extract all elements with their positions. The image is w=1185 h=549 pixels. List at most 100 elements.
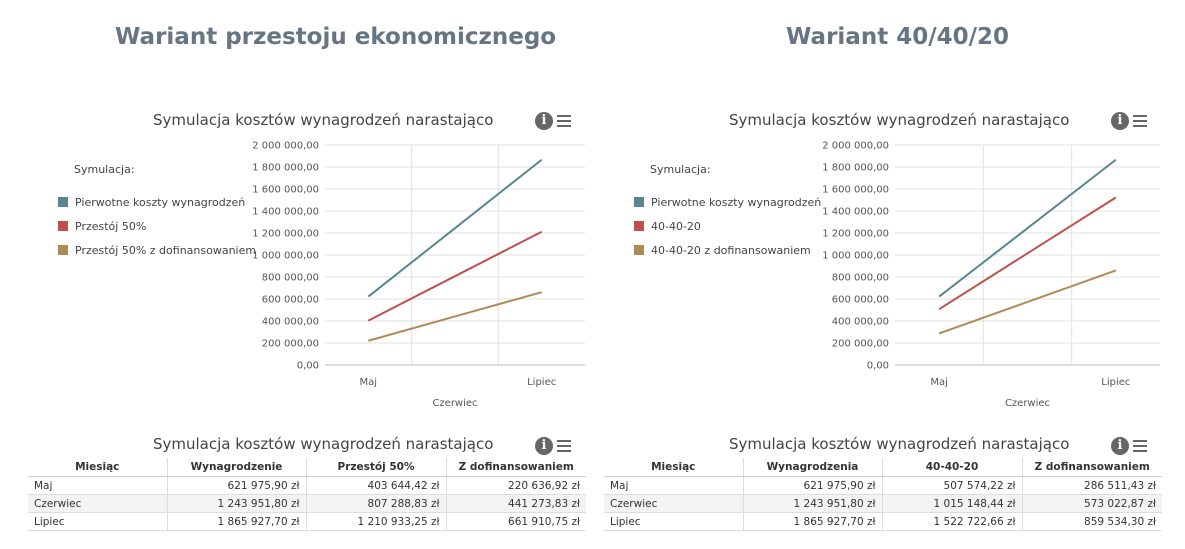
table-title-left: Symulacja kosztów wynagrodzeń narastając… [153,435,494,453]
chart-tools-right: i [1111,111,1155,133]
line-chart-left: 0,00 200 000,00 400 000,00 600 000,00 800 00… [252,141,585,409]
column-header: 40-40-20 [882,458,1023,477]
menu-icon[interactable] [1133,440,1147,453]
table-cell: 1 865 927,70 zł [743,512,883,531]
y-tick-label: 1 600 000,00 [822,185,889,196]
table-cell: 621 975,90 zł [167,476,307,495]
line-chart-right: 0,00 200 000,00 400 000,00 600 000,00 800 00… [822,141,1160,409]
y-tick-label: 0,00 [297,361,319,372]
y-tick-label: 1 600 000,00 [252,185,319,196]
legend-label: Przestój 50% z dofinansowaniem [75,243,257,257]
legend-item[interactable]: 40-40-20 [634,214,821,238]
variant-title-right: Wariant 40/40/20 [786,24,1010,50]
series-line-przestoj-50[interactable] [367,230,543,322]
data-table-right: Miesiąc Wynagrodzenia 40-40-20 Z dofinansow… [604,458,1162,531]
legend-item[interactable]: Pierwotne koszty wynagrodzeń [58,190,256,214]
column-header: Wynagrodzenia [743,458,883,477]
info-icon[interactable]: i [535,437,553,455]
y-tick-label: 1 200 000,00 [822,229,889,240]
chart-title-left: Symulacja kosztów wynagrodzeń narastając… [153,111,494,129]
series-line-40-40-20-z-dofinansowaniem[interactable] [938,269,1117,335]
table-tools-right: i [1111,436,1155,458]
legend-label: Pierwotne koszty wynagrodzeń [651,195,822,209]
legend-label: Pierwotne koszty wynagrodzeń [75,195,246,209]
column-header: Wynagrodzenie [167,458,307,477]
y-tick-label: 0,00 [867,361,889,372]
x-tick-label: Lipiec [1101,377,1130,388]
chart-legend-left: Symulacja: Pierwotne koszty wynagrodzeń P… [58,163,256,262]
menu-icon[interactable] [557,440,571,453]
legend-swatch [58,197,68,207]
legend-title: Symulacja: [650,163,711,176]
table-row: Lipiec 1 865 927,70 zł 1 210 933,25 zł 661 … [28,512,586,531]
info-icon[interactable]: i [535,112,553,130]
table-cell: Maj [28,476,168,495]
legend-item[interactable]: Przestój 50% [58,214,256,238]
legend-title: Symulacja: [74,163,135,176]
table-cell: 441 273,83 zł [446,494,586,513]
table-cell: 507 574,22 zł [882,476,1023,495]
x-tick-label: Czerwiec [432,398,477,409]
y-tick-label: 1 000 000,00 [822,251,889,262]
column-header: Miesiąc [604,458,744,477]
legend-swatch [58,245,68,255]
info-icon[interactable]: i [1111,112,1129,130]
y-tick-label: 2 000 000,00 [822,141,889,152]
legend-label: 40-40-20 [651,219,701,233]
y-tick-label: 1 000 000,00 [252,251,319,262]
table-cell: 403 644,42 zł [306,476,447,495]
legend-swatch [634,221,644,231]
y-tick-label: 1 400 000,00 [252,207,319,218]
table-cell: 220 636,92 zł [446,476,586,495]
column-header: Z dofinansowaniem [446,458,586,477]
legend-label: Przestój 50% [75,219,147,233]
table-cell: 859 534,30 zł [1022,512,1162,531]
y-tick-label: 1 400 000,00 [822,207,889,218]
table-row: Lipiec 1 865 927,70 zł 1 522 722,66 zł 859 … [604,512,1162,531]
table-row: Czerwiec 1 243 951,80 zł 1 015 148,44 zł 57… [604,494,1162,513]
menu-icon[interactable] [1133,115,1147,128]
table-cell: Lipiec [28,512,168,531]
legend-item[interactable]: 40-40-20 z dofinansowaniem [634,238,821,262]
table-cell: 286 511,43 zł [1022,476,1162,495]
table-header-row: Miesiąc Wynagrodzenie Przestój 50% Z dofina… [28,458,586,477]
x-tick-label: Maj [360,377,378,388]
table-cell: Czerwiec [28,494,168,513]
column-header: Przestój 50% [306,458,447,477]
legend-item[interactable]: Pierwotne koszty wynagrodzeń [634,190,821,214]
y-tick-label: 800 000,00 [832,273,889,284]
info-icon[interactable]: i [1111,437,1129,455]
table-row: Maj 621 975,90 zł 507 574,22 zł 286 511,43 … [604,476,1162,495]
y-tick-label: 400 000,00 [262,317,319,328]
table-cell: 1 243 951,80 zł [743,494,883,513]
y-tick-label: 600 000,00 [262,295,319,306]
y-tick-label: 1 200 000,00 [252,229,319,240]
y-tick-label: 200 000,00 [832,339,889,350]
table-cell: 1 522 722,66 zł [882,512,1023,531]
y-tick-label: 800 000,00 [262,273,319,284]
legend-swatch [58,221,68,231]
variant-title-left: Wariant przestoju ekonomicznego [115,24,557,50]
legend-swatch [634,197,644,207]
y-tick-label: 400 000,00 [832,317,889,328]
table-cell: Lipiec [604,512,744,531]
series-line-pierwotne-koszty-wynagrodzen[interactable] [938,158,1117,298]
table-cell: Maj [604,476,744,495]
legend-item[interactable]: Przestój 50% z dofinansowaniem [58,238,256,262]
series-line-przestoj-50-z-dofinansowaniem[interactable] [368,291,542,342]
y-tick-label: 2 000 000,00 [252,141,319,152]
table-cell: 661 910,75 zł [446,512,586,531]
table-cell: 573 022,87 zł [1022,494,1162,513]
table-cell: 1 210 933,25 zł [306,512,447,531]
series-line-pierwotne-koszty-wynagrodzen[interactable] [367,158,543,298]
series-line-40-40-20[interactable] [938,196,1117,311]
x-tick-label: Lipiec [527,377,556,388]
chart-legend-right: Symulacja: Pierwotne koszty wynagrodzeń 4… [634,163,821,262]
chart-title-right: Symulacja kosztów wynagrodzeń narastając… [729,111,1070,129]
chart-tools-left: i [535,111,579,133]
table-cell: 1 243 951,80 zł [167,494,307,513]
table-tools-left: i [535,436,579,458]
menu-icon[interactable] [557,115,571,128]
table-cell: 1 015 148,44 zł [882,494,1023,513]
y-tick-label: 200 000,00 [262,339,319,350]
